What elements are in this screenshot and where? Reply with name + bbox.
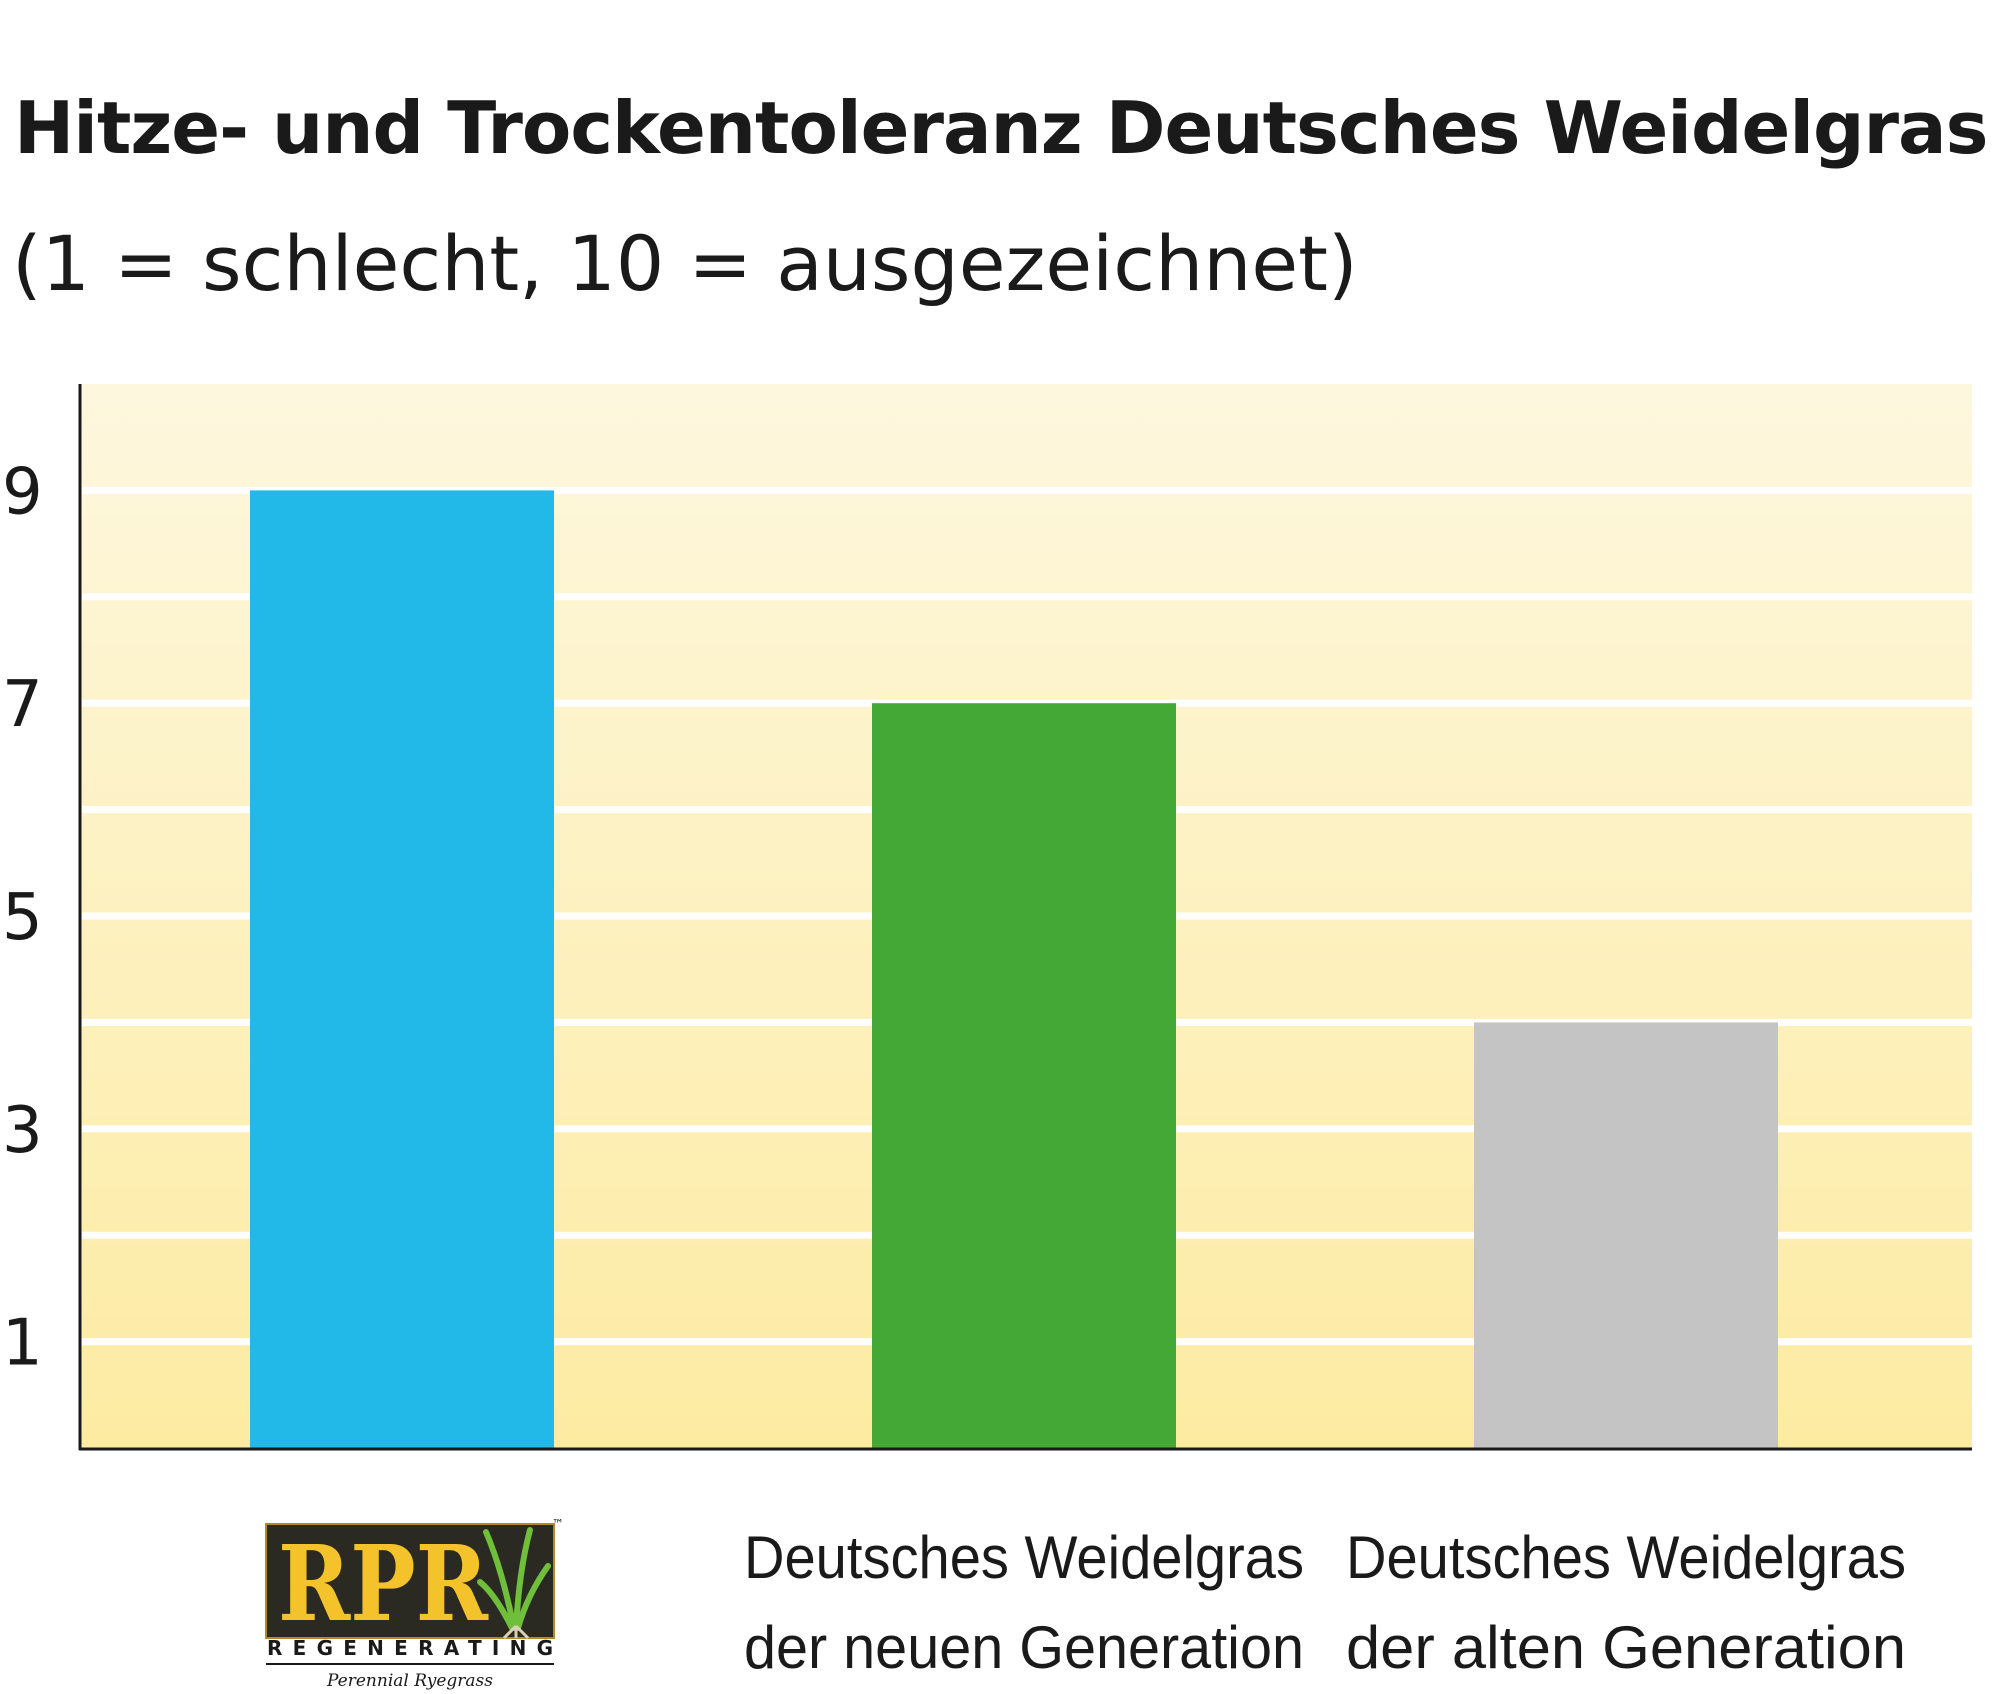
bar (1474, 1022, 1778, 1448)
y-tick-label: 7 (2, 668, 43, 742)
grass-icon (477, 1527, 551, 1640)
grass-blade (483, 1529, 517, 1631)
grass-roots (502, 1624, 530, 1640)
bars (250, 490, 1778, 1448)
grass-blade (513, 1527, 533, 1631)
x-category-label: der neuen Generation (744, 1614, 1304, 1681)
grass-blade (477, 1579, 515, 1631)
chart-subtitle: (1 = schlecht, 10 = ausgezeichnet) (12, 219, 1358, 308)
y-tick-label: 3 (2, 1094, 43, 1168)
chart-title: Hitze- und Trockentoleranz Deutsches Wei… (14, 86, 1988, 170)
y-tick-label: 9 (2, 455, 43, 529)
y-axis-ticks: 1 3 5 7 9 (2, 455, 43, 1380)
logo-trademark: ™ (552, 1517, 564, 1531)
logo-caption: Perennial Ryegrass (326, 1671, 493, 1691)
x-category-label: Deutsches Weidelgras (1346, 1524, 1906, 1591)
bar (872, 703, 1176, 1448)
grass-blade (515, 1563, 551, 1631)
bar (250, 490, 554, 1448)
y-tick-label: 5 (2, 881, 43, 955)
logo-brand-text: RPR (278, 1522, 489, 1645)
y-tick-label: 1 (2, 1307, 43, 1381)
x-category-label: Deutsches Weidelgras (744, 1524, 1304, 1591)
x-category-label: der alten Generation (1346, 1614, 1906, 1681)
